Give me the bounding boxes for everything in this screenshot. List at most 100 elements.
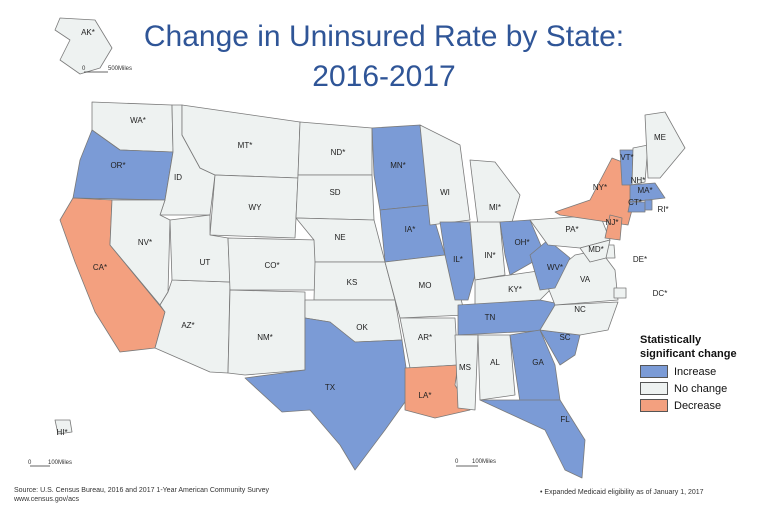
map-title-line2: 2016-2017 <box>312 60 456 93</box>
state-label-sc: SC <box>559 333 570 342</box>
state-label-pa: PA* <box>565 225 578 234</box>
state-label-mi: MI* <box>489 203 501 212</box>
state-label-nj: NJ* <box>606 218 619 227</box>
state-wy <box>209 174 299 239</box>
map-title-line1: Change in Uninsured Rate by State: <box>143 20 625 53</box>
state-nm <box>227 289 306 376</box>
source-note: Source: U.S. Census Bureau, 2016 and 201… <box>14 486 269 504</box>
state-label-tn: TN <box>485 313 496 322</box>
state-label-ks: KS <box>347 278 358 287</box>
legend-item-no-change: No change <box>640 382 765 395</box>
medicaid-footnote: • Expanded Medicaid eligibility as of Ja… <box>540 489 704 496</box>
state-label-ak: AK* <box>81 28 95 37</box>
state-label-mo: MO <box>419 281 432 290</box>
state-ma <box>629 182 666 203</box>
state-label-co: CO* <box>264 261 279 270</box>
state-label-wy: WY <box>249 203 263 212</box>
legend-label-no-change: No change <box>674 382 728 395</box>
state-label-la: LA* <box>419 391 432 400</box>
legend-item-increase: Increase <box>640 365 765 378</box>
legend-item-decrease: Decrease <box>640 399 765 412</box>
state-label-mt: MT* <box>238 141 253 150</box>
hawaii-scale-label: 100Miles <box>48 460 72 466</box>
main-scale-label: 100Miles <box>472 459 496 465</box>
state-ms <box>454 334 479 411</box>
legend-swatch-increase <box>640 365 668 378</box>
state-label-ia: IA* <box>405 225 416 234</box>
state-wv <box>529 239 571 291</box>
state-label-md: MD* <box>588 245 604 254</box>
state-nv <box>109 199 171 306</box>
state-label-fl: FL <box>560 415 570 424</box>
state-nc <box>539 301 619 336</box>
state-ga <box>509 329 561 403</box>
state-hi <box>54 419 73 435</box>
state-ct <box>627 201 646 213</box>
hawaii-scale-zero: 0 <box>28 460 32 466</box>
state-nj <box>604 214 623 241</box>
state-label-vt: VT* <box>620 153 633 162</box>
state-label-hi: HI* <box>56 428 67 437</box>
legend-title-line2: significant change <box>640 348 737 360</box>
state-label-ky: KY* <box>508 285 522 294</box>
state-wi <box>419 124 471 226</box>
state-label-wa: WA* <box>130 116 146 125</box>
state-ak <box>54 17 113 75</box>
state-label-ar: AR* <box>418 333 432 342</box>
state-label-nc: NC <box>574 305 586 314</box>
alaska-scale-zero: 0 <box>82 66 86 72</box>
state-me <box>644 111 686 179</box>
state-label-ut: UT <box>200 258 211 267</box>
hawaii-scale-bar: 0 100Miles <box>28 460 72 467</box>
state-label-ok: OK <box>356 323 368 332</box>
main-scale-zero: 0 <box>455 459 459 465</box>
state-md <box>579 239 611 263</box>
state-label-mn: MN* <box>390 161 406 170</box>
source-url[interactable]: www.census.gov/acs <box>14 496 79 503</box>
main-scale-bar: 0 100Miles <box>455 459 496 467</box>
state-label-or: OR* <box>110 161 125 170</box>
alaska-scale-label: 500Miles <box>108 66 132 72</box>
state-label-ms: MS <box>459 363 471 372</box>
state-label-wi: WI <box>440 188 450 197</box>
state-label-me: ME <box>654 133 666 142</box>
state-label-in: IN* <box>484 251 495 260</box>
state-label-id: ID <box>174 173 182 182</box>
state-ri <box>644 199 653 211</box>
legend-label-decrease: Decrease <box>674 399 722 412</box>
legend: Statistically significant change Increas… <box>640 333 765 412</box>
state-label-tx: TX <box>325 383 336 392</box>
state-label-dc: DC* <box>653 289 668 298</box>
alaska-scale-bar: 0 500Miles <box>82 66 132 73</box>
state-al <box>477 334 516 401</box>
state-label-az: AZ* <box>181 321 194 330</box>
state-ar <box>399 317 459 369</box>
state-label-sd: SD <box>329 188 340 197</box>
state-label-nm: NM* <box>257 333 273 342</box>
state-label-ga: GA <box>532 358 544 367</box>
state-label-oh: OH* <box>514 238 529 247</box>
legend-swatch-decrease <box>640 399 668 412</box>
state-label-nh: NH* <box>631 176 646 185</box>
state-tx <box>244 317 411 471</box>
state-label-il: IL* <box>453 255 463 264</box>
state-label-ca: CA* <box>93 263 107 272</box>
state-label-va: VA <box>580 275 591 284</box>
state-label-ma: MA* <box>637 186 652 195</box>
state-label-nv: NV* <box>138 238 152 247</box>
state-dc <box>613 287 627 299</box>
source-line1: Source: U.S. Census Bureau, 2016 and 201… <box>14 487 269 494</box>
state-in <box>469 221 506 281</box>
state-fl <box>479 399 586 479</box>
state-label-ny: NY* <box>593 183 607 192</box>
legend-title-line1: Statistically <box>640 334 702 346</box>
legend-swatch-no-change <box>640 382 668 395</box>
legend-label-increase: Increase <box>674 365 717 378</box>
state-label-ne: NE <box>334 233 345 242</box>
state-label-al: AL <box>490 358 500 367</box>
state-sd <box>295 174 375 221</box>
state-nh <box>631 144 649 186</box>
state-label-ct: CT* <box>628 198 642 207</box>
state-label-nd: ND* <box>331 148 346 157</box>
